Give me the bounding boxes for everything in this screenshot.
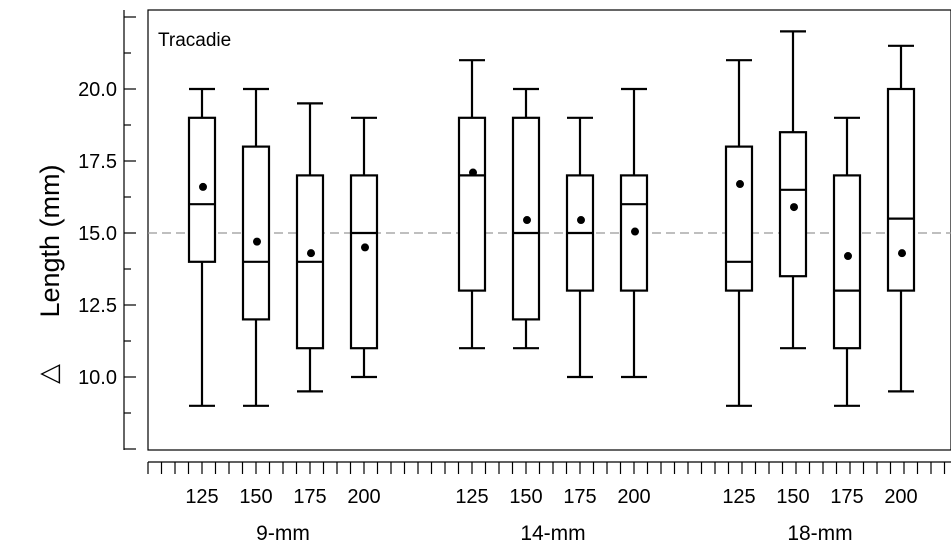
box-9-mm-200 xyxy=(349,116,379,379)
box-9-mm-175 xyxy=(295,102,325,393)
iqr-box xyxy=(832,174,862,350)
box-18-mm-125 xyxy=(724,59,754,407)
panel-label: Tracadie xyxy=(158,30,231,51)
box-18-mm-200 xyxy=(886,44,916,393)
y-tick-label: 17.5 xyxy=(78,151,117,173)
x-group-label: 18-mm xyxy=(787,522,852,545)
y-axis-title: △ Length (mm) xyxy=(34,164,65,384)
y-tick-label: 10.0 xyxy=(78,367,117,389)
mean-point xyxy=(469,168,477,177)
x-group-label: 14-mm xyxy=(520,522,585,545)
y-axis: 10.0 12.5 15.0 17.5 20.0 xyxy=(78,10,136,450)
mean-point xyxy=(577,216,585,225)
plot-area xyxy=(147,9,951,451)
box-14-mm-125 xyxy=(457,59,487,350)
y-axis-symbol: △ xyxy=(34,364,64,384)
x-tick-label: 175 xyxy=(563,486,596,508)
x-tick-label: 200 xyxy=(347,486,380,508)
y-tick-label: 12.5 xyxy=(78,295,117,317)
mean-point xyxy=(844,252,852,261)
x-tick-label: 125 xyxy=(722,486,755,508)
x-group-label: 9-mm xyxy=(256,522,310,545)
box-9-mm-150 xyxy=(241,87,271,407)
y-axis-label: Length (mm) xyxy=(35,164,65,317)
mean-point xyxy=(307,249,315,258)
x-tick-label: 175 xyxy=(830,486,863,508)
mean-point xyxy=(199,182,207,191)
y-tick-label: 20.0 xyxy=(78,79,117,101)
iqr-box xyxy=(457,116,487,292)
x-tick-label: 150 xyxy=(776,486,809,508)
boxes xyxy=(187,30,916,407)
x-tick-label: 200 xyxy=(884,486,917,508)
box-9-mm-125 xyxy=(187,87,217,407)
x-tick-label: 150 xyxy=(509,486,542,508)
x-tick-label: 125 xyxy=(185,486,218,508)
x-tick-label: 150 xyxy=(239,486,272,508)
box-14-mm-175 xyxy=(565,116,595,379)
x-tick-label: 125 xyxy=(455,486,488,508)
mean-point xyxy=(736,180,744,189)
y-tick-label: 15.0 xyxy=(78,223,117,245)
box-18-mm-150 xyxy=(778,30,808,350)
mean-point xyxy=(253,237,261,246)
mean-point xyxy=(361,243,369,252)
mean-point xyxy=(631,227,639,236)
x-tick-label: 175 xyxy=(293,486,326,508)
mean-point xyxy=(898,249,906,258)
x-tick-label: 200 xyxy=(617,486,650,508)
iqr-box xyxy=(511,116,541,321)
mean-point xyxy=(523,216,531,225)
iqr-box xyxy=(349,174,379,350)
iqr-box xyxy=(724,145,754,292)
iqr-box xyxy=(886,87,916,292)
box-14-mm-150 xyxy=(511,87,541,350)
box-18-mm-175 xyxy=(832,116,862,407)
box-14-mm-200 xyxy=(619,87,649,379)
iqr-box xyxy=(241,145,271,321)
mean-point xyxy=(790,203,798,212)
x-axis: 125 150 175 200 9-mm 125 150 175 200 14-mm 125 150 1… xyxy=(147,461,951,545)
